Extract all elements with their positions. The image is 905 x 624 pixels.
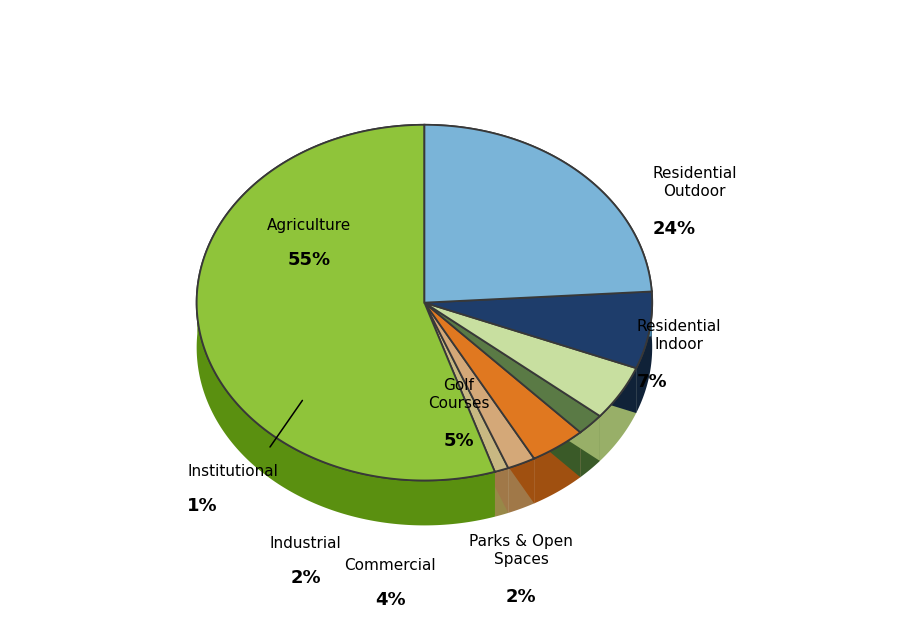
Text: Residential
Indoor: Residential Indoor <box>636 319 721 351</box>
Polygon shape <box>424 291 653 368</box>
Polygon shape <box>424 303 580 477</box>
Polygon shape <box>424 303 600 461</box>
Polygon shape <box>424 303 509 513</box>
Polygon shape <box>196 289 495 525</box>
Polygon shape <box>424 303 600 461</box>
Polygon shape <box>424 303 580 459</box>
Text: Industrial: Industrial <box>270 536 342 551</box>
Polygon shape <box>424 303 534 468</box>
Text: 2%: 2% <box>506 588 537 606</box>
Text: Parks & Open
Spaces: Parks & Open Spaces <box>469 534 573 567</box>
Text: 7%: 7% <box>636 373 667 391</box>
Polygon shape <box>424 303 509 472</box>
Polygon shape <box>424 125 652 303</box>
Polygon shape <box>636 291 653 413</box>
Polygon shape <box>424 303 509 513</box>
Polygon shape <box>424 303 636 413</box>
Polygon shape <box>424 303 580 477</box>
Polygon shape <box>196 125 495 480</box>
Text: 2%: 2% <box>291 569 321 587</box>
Polygon shape <box>424 291 652 348</box>
Polygon shape <box>424 303 636 413</box>
Polygon shape <box>424 303 580 459</box>
Text: 24%: 24% <box>653 220 695 238</box>
Polygon shape <box>600 368 636 461</box>
Polygon shape <box>495 468 509 517</box>
Text: Golf
Courses: Golf Courses <box>428 378 490 411</box>
Text: Commercial: Commercial <box>344 558 436 573</box>
Polygon shape <box>424 303 636 416</box>
Polygon shape <box>424 303 534 468</box>
Polygon shape <box>424 303 509 472</box>
Polygon shape <box>196 125 495 480</box>
Polygon shape <box>424 303 534 504</box>
Polygon shape <box>424 303 600 432</box>
Text: 55%: 55% <box>288 251 330 269</box>
Text: 1%: 1% <box>187 497 218 515</box>
Polygon shape <box>424 303 495 517</box>
Polygon shape <box>424 303 495 517</box>
Polygon shape <box>534 432 580 504</box>
Polygon shape <box>424 303 534 504</box>
Text: Institutional: Institutional <box>187 464 278 479</box>
Polygon shape <box>424 291 652 348</box>
Polygon shape <box>580 416 600 477</box>
Text: Residential
Outdoor: Residential Outdoor <box>653 166 737 198</box>
Polygon shape <box>424 303 636 416</box>
Polygon shape <box>424 291 653 368</box>
Polygon shape <box>424 125 652 303</box>
Text: 5%: 5% <box>443 432 474 450</box>
Polygon shape <box>509 459 534 513</box>
Text: 4%: 4% <box>375 591 405 609</box>
Text: Agriculture: Agriculture <box>267 218 351 233</box>
Polygon shape <box>424 303 600 432</box>
